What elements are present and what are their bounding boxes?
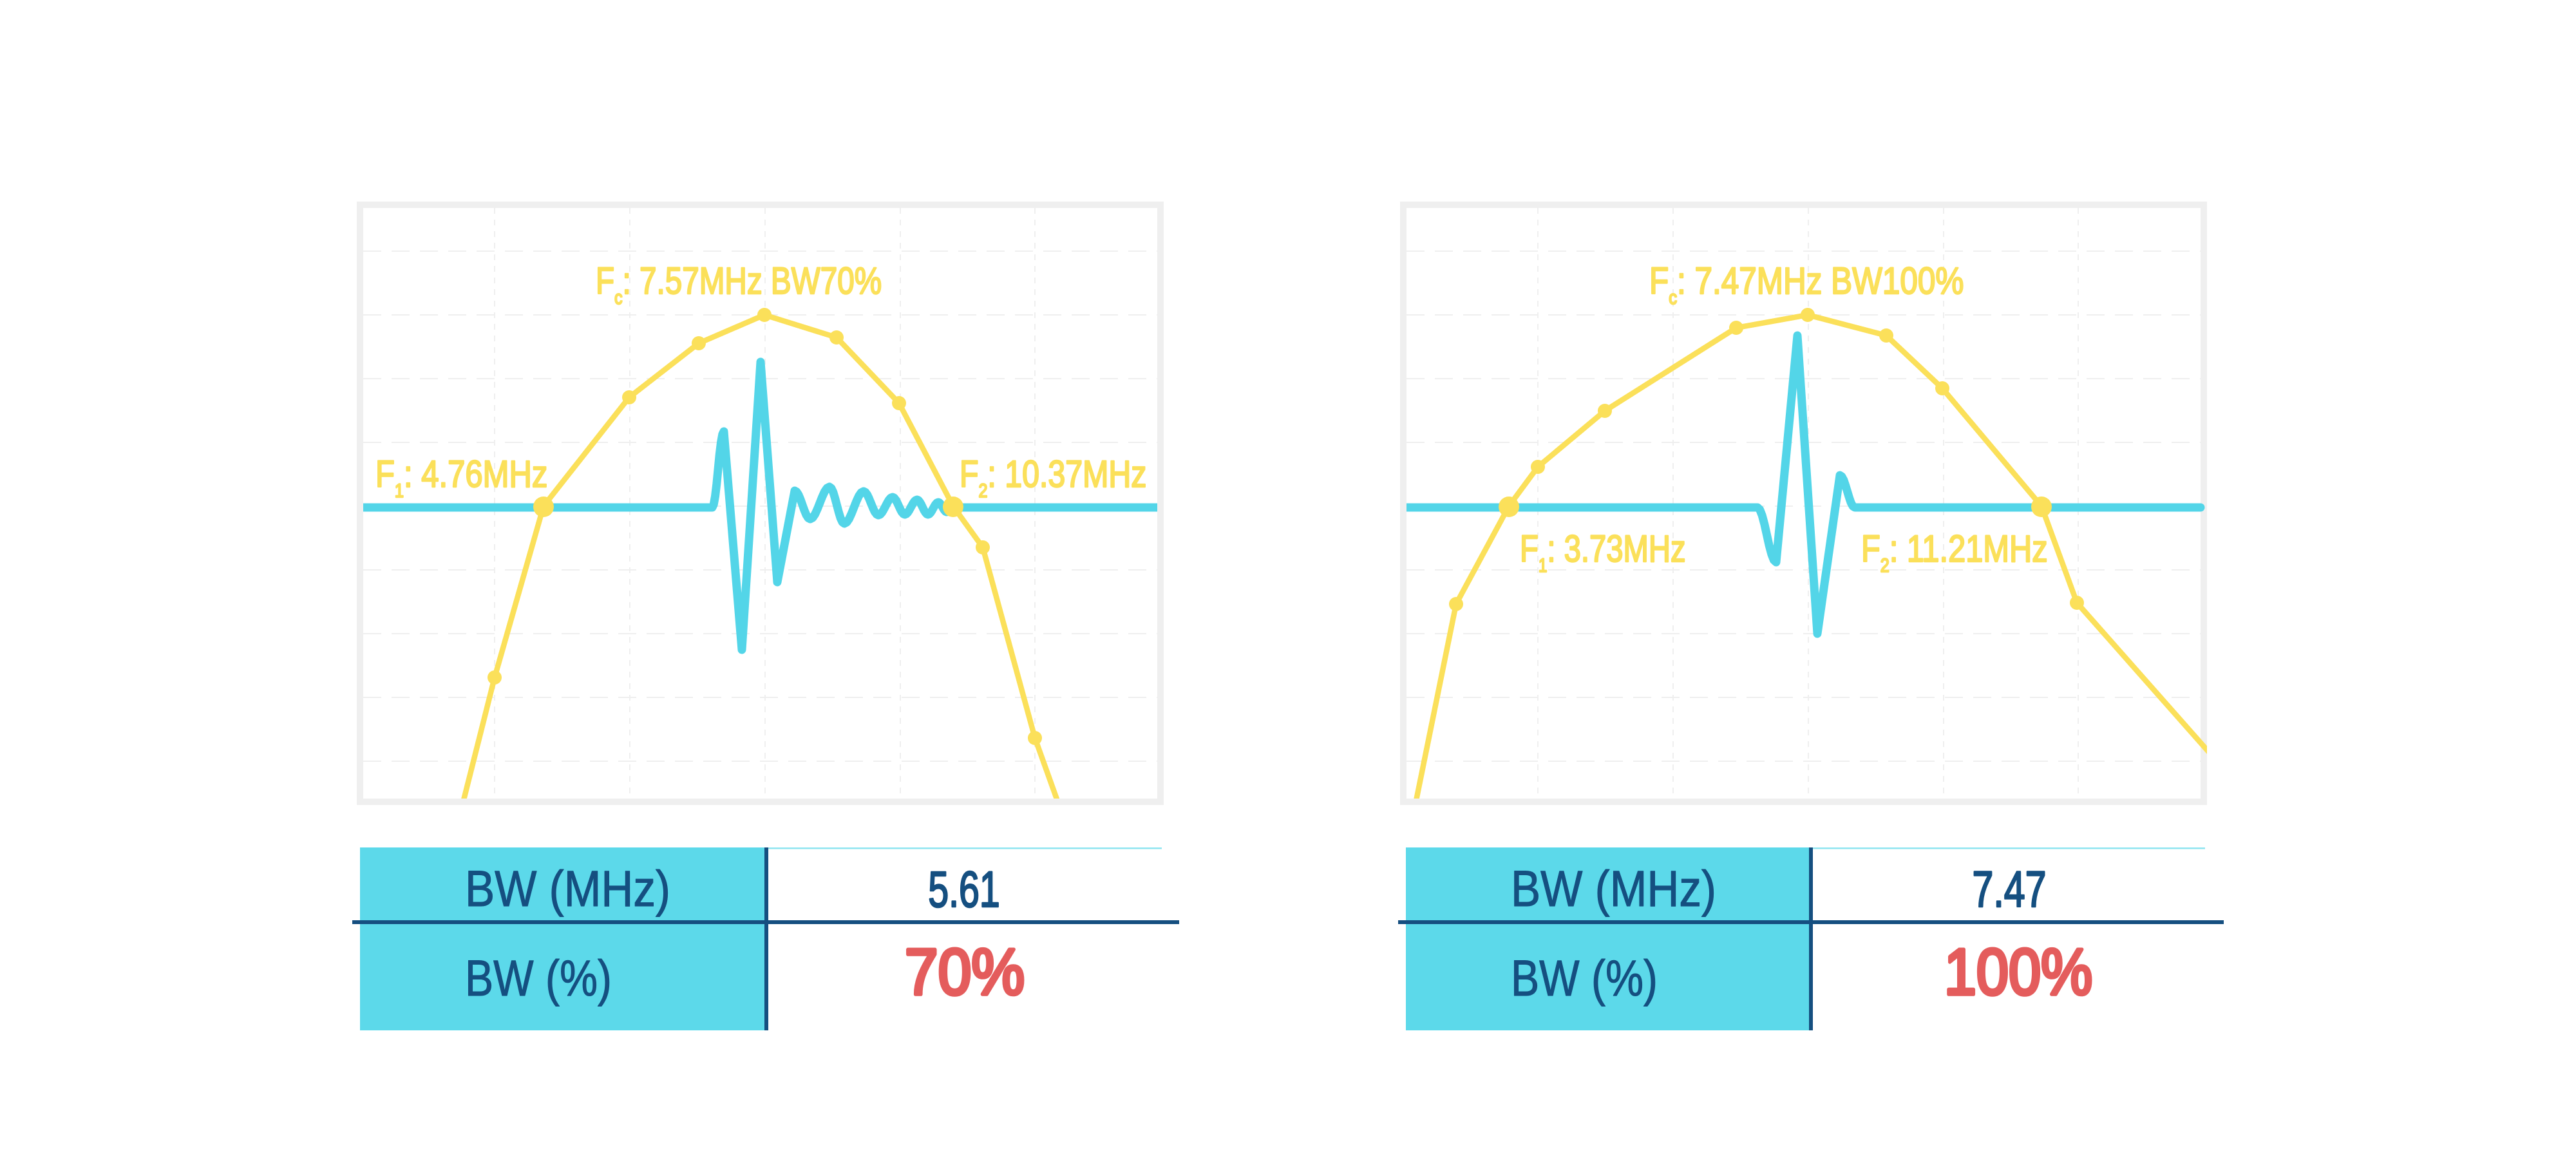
svg-text:F1: 3.73MHz: F1: 3.73MHz [1520,528,1686,576]
svg-text:Fc: 7.57MHz BW70%: Fc: 7.57MHz BW70% [596,261,882,308]
svg-text:F2: 10.37MHz: F2: 10.37MHz [960,454,1146,502]
svg-text:BW (%): BW (%) [465,951,612,1007]
svg-text:Fc: 7.47MHz BW100%: Fc: 7.47MHz BW100% [1649,260,1964,308]
svg-text:100%: 100% [1944,936,2092,1008]
svg-text:5.61: 5.61 [928,861,1000,918]
svg-text:BW (MHz): BW (MHz) [1511,860,1716,917]
svg-text:7.47: 7.47 [1972,861,2046,918]
svg-text:F1: 4.76MHz: F1: 4.76MHz [375,453,547,501]
svg-text:F2: 11.21MHz: F2: 11.21MHz [1861,528,2048,576]
svg-text:BW (MHz): BW (MHz) [465,860,670,917]
svg-text:70%: 70% [905,936,1025,1008]
svg-text:BW (%): BW (%) [1511,951,1658,1007]
